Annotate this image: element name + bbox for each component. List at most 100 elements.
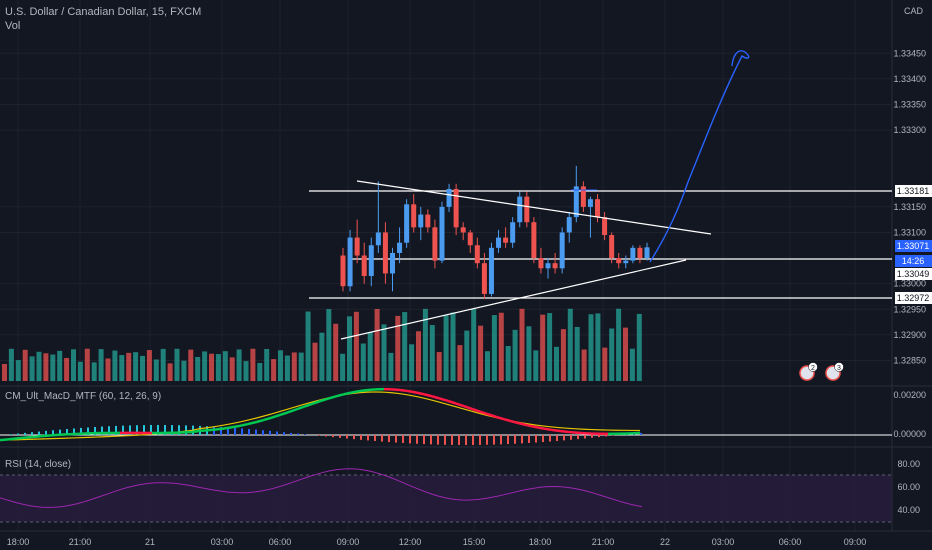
macd-segment (479, 410, 489, 416)
macd-hist-bar (451, 435, 453, 445)
volume-bar (71, 349, 76, 381)
grid (0, 0, 892, 531)
projection-arrow-drawing[interactable] (649, 50, 750, 263)
volume-bar (202, 351, 208, 381)
time-tick-label: 15:00 (463, 537, 486, 547)
event-badge-1[interactable]: 2 (799, 362, 818, 381)
macd-hist-bar (402, 435, 404, 444)
macd-hist-bar (584, 435, 586, 439)
price-tag-label: 1.33071 (897, 241, 930, 251)
macd-hist-bar (598, 435, 600, 438)
macd-hist-bar (360, 435, 362, 440)
candle-body (439, 206, 445, 261)
macd-segment (207, 428, 217, 432)
volume-bar (450, 312, 456, 381)
volume-bar (429, 325, 435, 381)
volume-bar (547, 313, 553, 381)
candle-body (580, 186, 586, 207)
macd-hist-bar (612, 435, 614, 436)
badge-count: 3 (837, 365, 841, 372)
candle-body (609, 235, 615, 259)
candle-body (552, 263, 558, 269)
macd-segment (359, 388, 369, 393)
volume-bar (409, 344, 415, 381)
volume-bar (8, 348, 14, 381)
macd-hist-bar (514, 435, 516, 444)
time-tick-label: 09:00 (844, 537, 867, 547)
volume-bar (215, 354, 221, 381)
macd-hist-bar (374, 435, 376, 442)
triangle-lower-trendline[interactable] (340, 259, 687, 340)
macd-hist-bar (45, 430, 47, 435)
macd-segment (495, 415, 505, 421)
macd-hist-bar (31, 432, 33, 435)
price-tags: 1.33181 1.33071 1.33049 1.32972 14:26 (895, 185, 932, 304)
macd-hist-bar (234, 427, 236, 435)
volume-bar (209, 353, 214, 381)
volume-bar (319, 332, 325, 381)
time-tick-label: 03:00 (712, 537, 735, 547)
volume-bar (443, 315, 449, 381)
macd-segment (423, 393, 433, 398)
price-tag-label: 1.33049 (897, 269, 930, 279)
volume-bar (105, 358, 111, 381)
volume-bar (278, 350, 283, 381)
time-axis: 18:00 21:00 21 03:00 06:00 09:00 12:00 15:00 18:… (7, 537, 867, 547)
volume-bar (485, 351, 490, 381)
macd-segment (351, 389, 361, 394)
candle-body (644, 247, 650, 259)
price-tick-label: 1.32900 (893, 330, 926, 340)
price-tick-label: 1.33100 (893, 227, 926, 237)
time-tick-label: 12:00 (399, 537, 422, 547)
volume-bar (84, 348, 90, 381)
macd-hist-bar (143, 425, 145, 435)
volume-bar (312, 342, 318, 381)
price-tick-label: 1.33150 (893, 202, 926, 212)
macd-segment (223, 426, 233, 430)
macd-segment (487, 413, 497, 418)
macd-hist-bar (178, 425, 180, 435)
macd-hist-bar (423, 435, 425, 445)
macd-segment (367, 388, 377, 392)
macd-segment (407, 389, 417, 394)
macd-tick-label: 0.00000 (893, 429, 926, 439)
volume-bar (36, 351, 42, 381)
candle-body (602, 217, 608, 236)
event-badge-2[interactable]: 3 (825, 362, 844, 381)
volume-bar (236, 349, 242, 381)
rsi-band-fill (0, 475, 892, 522)
macd-segment (439, 397, 449, 403)
macd-hist-bar (129, 425, 131, 435)
triangle-upper-trendline[interactable] (356, 180, 712, 235)
volume-bar (326, 309, 332, 381)
volume-bar (629, 348, 635, 381)
macd-segment (335, 393, 345, 398)
volume-bars (2, 308, 642, 381)
macd-hist-bar (507, 435, 509, 445)
volume-label[interactable]: Vol (5, 20, 21, 32)
volume-bar (64, 357, 70, 381)
macd-hist-bar (66, 429, 68, 435)
volume-bar (305, 311, 311, 381)
macd-tick-label: 0.00200 (893, 390, 926, 400)
volume-bar (478, 325, 484, 381)
macd-segment (431, 395, 441, 400)
macd-segment (463, 405, 473, 411)
volume-bar (374, 308, 380, 381)
symbol-title[interactable]: U.S. Dollar / Canadian Dollar, 15, FXCM (5, 6, 202, 18)
macd-hist-bar (227, 427, 229, 435)
macd-label[interactable]: CM_Ult_MacD_MTF (60, 12, 26, 9) (5, 391, 162, 402)
rsi-label[interactable]: RSI (14, close) (5, 459, 72, 470)
volume-bar (2, 364, 7, 381)
volume-bar (616, 308, 622, 381)
candle-body (411, 204, 417, 228)
price-tag-bg (895, 240, 932, 252)
macd-hist-bar (444, 435, 446, 445)
candles (340, 165, 650, 300)
volume-bar (436, 352, 442, 381)
macd-segment (503, 417, 513, 423)
macd-hist-bar (94, 426, 96, 435)
macd-hist-bar (241, 428, 243, 435)
volume-bar (533, 350, 539, 381)
